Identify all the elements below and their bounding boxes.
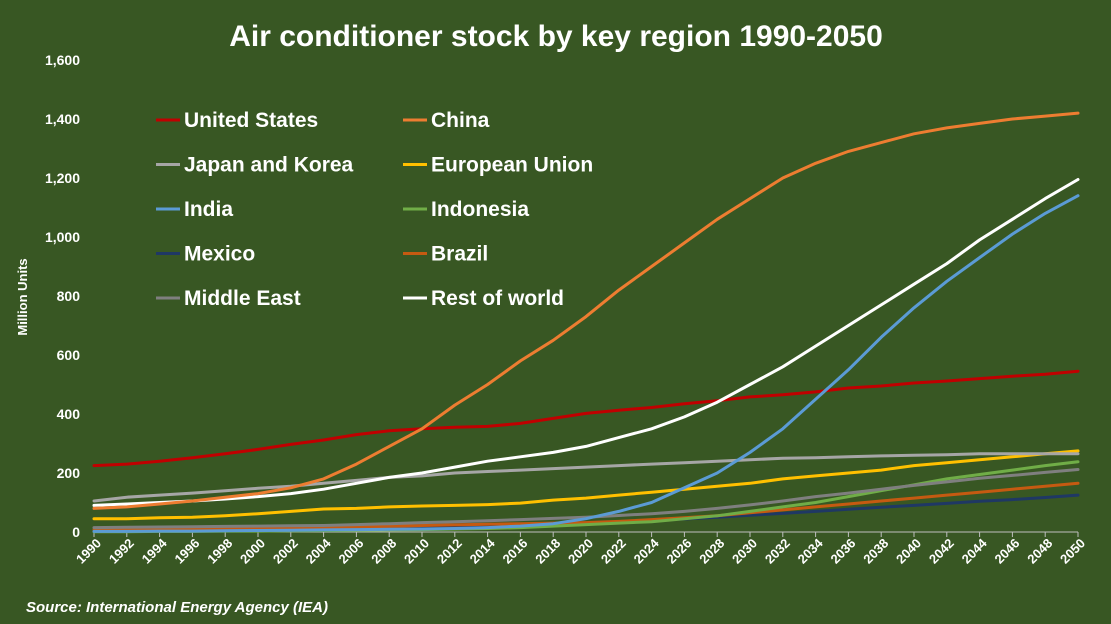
legend-label-european-union: European Union	[431, 154, 593, 177]
x-tick-label: 2032	[762, 536, 793, 567]
legend-label-united-states: United States	[184, 109, 318, 132]
x-tick-label: 2016	[499, 536, 530, 567]
y-tick-label: 1,600	[45, 52, 80, 68]
x-tick-label: 2042	[926, 536, 957, 567]
x-tick-label: 2020	[565, 536, 596, 567]
legend-label-indonesia: Indonesia	[431, 198, 529, 221]
x-tick-label: 2008	[368, 536, 399, 567]
x-tick-label: 2040	[893, 536, 924, 567]
x-tick-label: 1990	[73, 536, 104, 567]
y-tick-label: 1,200	[45, 170, 80, 186]
source-note: Source: International Energy Agency (IEA…	[26, 599, 328, 616]
legend-label-china: China	[431, 109, 490, 132]
series-line-united-states	[92, 369, 1080, 468]
x-tick-label: 2010	[401, 536, 432, 567]
legend-label-rest-of-world: Rest of world	[431, 287, 564, 310]
x-tick-label: 2038	[860, 536, 891, 567]
x-tick-label: 2000	[237, 536, 268, 567]
x-tick-label: 2034	[795, 535, 827, 567]
x-tick-label: 2050	[1057, 536, 1088, 567]
y-tick-label: 400	[57, 406, 81, 422]
series-lines	[92, 111, 1080, 534]
legend-label-brazil: Brazil	[431, 243, 488, 266]
x-tick-label: 2002	[270, 536, 301, 567]
legend-label-mexico: Mexico	[184, 243, 255, 266]
y-tick-label: 0	[72, 524, 80, 540]
y-tick-label: 600	[57, 347, 81, 363]
series-line-brazil	[92, 481, 1080, 532]
x-tick-label: 2022	[598, 536, 629, 567]
x-tick-label: 2024	[631, 535, 663, 567]
x-tick-label: 2046	[991, 536, 1022, 567]
x-tick-label: 2028	[696, 536, 727, 567]
x-tick-label: 2018	[532, 536, 563, 567]
x-tick-label: 1998	[204, 536, 235, 567]
legend-label-japan-and-korea: Japan and Korea	[184, 154, 354, 177]
x-tick-label: 2030	[729, 536, 760, 567]
legend: United States China Japan and Korea Europea…	[156, 109, 593, 310]
x-tick-label: 2012	[434, 536, 465, 567]
x-tick-label: 2004	[303, 535, 335, 567]
x-tick-label: 2026	[663, 536, 694, 567]
y-axis-label: Million Units	[15, 258, 30, 335]
series-line-india	[92, 194, 1080, 533]
series-line-european-union	[92, 449, 1080, 521]
series-line-japan-and-korea	[92, 452, 1080, 503]
x-tick-label: 2014	[467, 535, 499, 567]
x-axis: 1990 1992 1994 1996 1998 2000 2002 2004 2006 2008…	[73, 531, 1088, 567]
legend-label-middle-east: Middle East	[184, 287, 301, 310]
x-tick-label: 2036	[827, 536, 858, 567]
y-tick-label: 200	[57, 465, 81, 481]
y-tick-label: 800	[57, 288, 81, 304]
y-tick-label: 1,400	[45, 111, 80, 127]
x-tick-label: 2006	[335, 536, 366, 567]
chart-title: Air conditioner stock by key region 1990…	[229, 20, 883, 53]
x-tick-label: 1992	[106, 536, 137, 567]
x-tick-label: 1994	[139, 535, 171, 567]
y-tick-label: 1,000	[45, 229, 80, 245]
x-tick-label: 2044	[959, 535, 991, 567]
y-axis-ticks: 0 200 400 600 800 1,000 1,200 1,400 1,600	[45, 52, 80, 540]
x-tick-label: 1996	[171, 536, 202, 567]
series-line-rest-of-world	[92, 178, 1080, 507]
legend-label-india: India	[184, 198, 233, 221]
series-line-china	[92, 111, 1080, 510]
x-tick-label: 2048	[1024, 536, 1055, 567]
